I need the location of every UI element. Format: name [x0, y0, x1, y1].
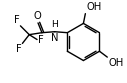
Text: F: F	[16, 44, 21, 54]
Text: H: H	[51, 20, 58, 29]
Text: O: O	[33, 11, 41, 21]
Text: OH: OH	[108, 58, 124, 68]
Text: OH: OH	[86, 2, 102, 12]
Text: N: N	[51, 33, 58, 43]
Text: F: F	[14, 15, 19, 25]
Text: F: F	[38, 35, 44, 44]
